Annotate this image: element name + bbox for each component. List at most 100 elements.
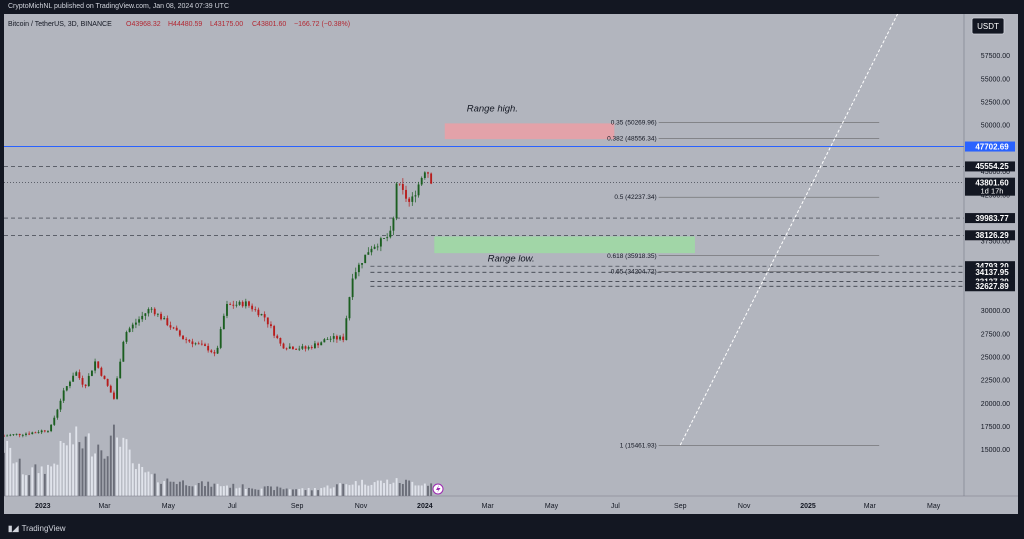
candle-body — [131, 324, 134, 329]
candle-body — [241, 301, 244, 307]
candle-body — [345, 318, 348, 341]
candle-body — [357, 264, 360, 273]
candle-body — [339, 336, 341, 340]
candle-body — [156, 313, 159, 315]
candle-body — [332, 336, 335, 339]
currency-button[interactable]: USDT — [971, 17, 1005, 35]
volume-bar — [376, 480, 379, 496]
candle-body — [87, 375, 90, 387]
fib-level-label: 0.5 (42237.34) — [614, 194, 656, 201]
candle-body — [65, 386, 68, 391]
tradingview-logo[interactable]: ▮◢ TradingView — [8, 518, 66, 539]
candle-body — [204, 344, 206, 346]
volume-bar — [238, 487, 241, 496]
candle-body — [273, 326, 276, 336]
candle-body — [408, 198, 411, 202]
candle-body — [248, 301, 250, 306]
price-tick-label: 42500.00 — [981, 192, 1010, 199]
candle-body — [219, 329, 222, 348]
volume-bar — [15, 462, 18, 496]
volume-bar — [379, 480, 382, 496]
range-low-zone — [434, 236, 695, 254]
volume-bar — [6, 440, 9, 496]
candle-body — [97, 361, 100, 368]
candle-body — [383, 238, 385, 239]
candle-body — [12, 434, 15, 436]
candle-body — [313, 343, 316, 349]
candle-body — [376, 246, 379, 248]
volume-bar — [348, 485, 351, 496]
candle-body — [244, 301, 247, 307]
volume-bar — [354, 481, 357, 496]
candle-body — [335, 336, 338, 340]
volume-bar — [345, 484, 348, 496]
candle-body — [163, 318, 166, 320]
price-label-text: 47702.69 — [975, 142, 1009, 151]
price-chart[interactable]: 0.35 (50269.96) 0.382 (48556.34) 0.5 (4223… — [4, 14, 1018, 514]
ohlc-open: O43968.32 — [126, 21, 161, 28]
candle-body — [389, 230, 392, 238]
volume-bar — [81, 448, 84, 496]
candle-body — [342, 336, 345, 341]
volume-bar — [235, 488, 238, 496]
volume-bar — [273, 490, 276, 496]
volume-bar — [112, 424, 115, 496]
volume-bars — [4, 424, 433, 496]
candle-body — [254, 309, 257, 311]
ohlc-high: H44480.59 — [168, 21, 202, 28]
candle-body — [178, 330, 181, 336]
volume-bar — [40, 466, 43, 496]
lightning-icon[interactable] — [432, 483, 444, 495]
candle-body — [112, 392, 115, 399]
candle-body — [430, 173, 433, 184]
price-axis[interactable]: 15000.00 17500.00 20000.00 22500.00 25000.00… — [963, 14, 1018, 514]
candle-body — [235, 304, 238, 306]
candle-body — [282, 343, 285, 349]
candle-body — [166, 318, 169, 326]
time-tick-label: May — [545, 503, 559, 510]
candle-body — [40, 430, 43, 433]
candle-body — [116, 378, 119, 399]
currency-button-label[interactable]: USDT — [977, 22, 999, 31]
chart-area[interactable]: 0.35 (50269.96) 0.382 (48556.34) 0.5 (4223… — [4, 14, 1018, 514]
footer-bar: ▮◢ TradingView — [0, 518, 1024, 539]
volume-bar — [263, 486, 266, 496]
candle-body — [210, 350, 213, 353]
time-tick-label: Nov — [738, 503, 751, 510]
candle-body — [307, 347, 310, 349]
volume-bar — [28, 475, 31, 496]
price-label-countdown: 1d 17h — [981, 187, 1004, 196]
candle-body — [279, 338, 282, 344]
time-tick-label: May — [927, 503, 941, 510]
currency-button-bg[interactable] — [971, 17, 1005, 35]
volume-bar — [364, 484, 367, 496]
volume-bar — [427, 485, 429, 496]
volume-bar — [401, 484, 404, 496]
candle-body — [398, 183, 401, 185]
footer-brand-text: TradingView — [21, 524, 66, 533]
volume-bar — [204, 486, 206, 496]
fibonacci-levels: 0.35 (50269.96) 0.382 (48556.34) 0.5 (4223… — [607, 120, 880, 449]
candle-body — [222, 315, 225, 330]
volume-bar — [100, 450, 103, 496]
candle-body — [295, 349, 298, 350]
candlesticks — [4, 171, 433, 438]
volume-bar — [87, 433, 90, 496]
time-tick-label: Jul — [228, 503, 237, 510]
candle-body — [251, 305, 254, 310]
volume-bar — [398, 483, 401, 496]
volume-bar — [301, 488, 304, 496]
chart-annotation: Range low. — [488, 253, 535, 264]
volume-bar — [326, 485, 329, 496]
volume-bar — [276, 486, 279, 496]
volume-bar — [304, 490, 307, 496]
volume-bar — [288, 489, 291, 496]
volume-bar — [292, 489, 294, 496]
candle-body — [153, 308, 156, 315]
time-tick-label: 2024 — [417, 503, 433, 510]
candle-body — [43, 430, 46, 432]
volume-bar — [185, 485, 188, 496]
candle-body — [427, 172, 429, 174]
time-axis[interactable]: 2023 Mar May Jul Sep Nov 2024 Mar May Jul Sep Nov 20… — [4, 495, 1018, 510]
